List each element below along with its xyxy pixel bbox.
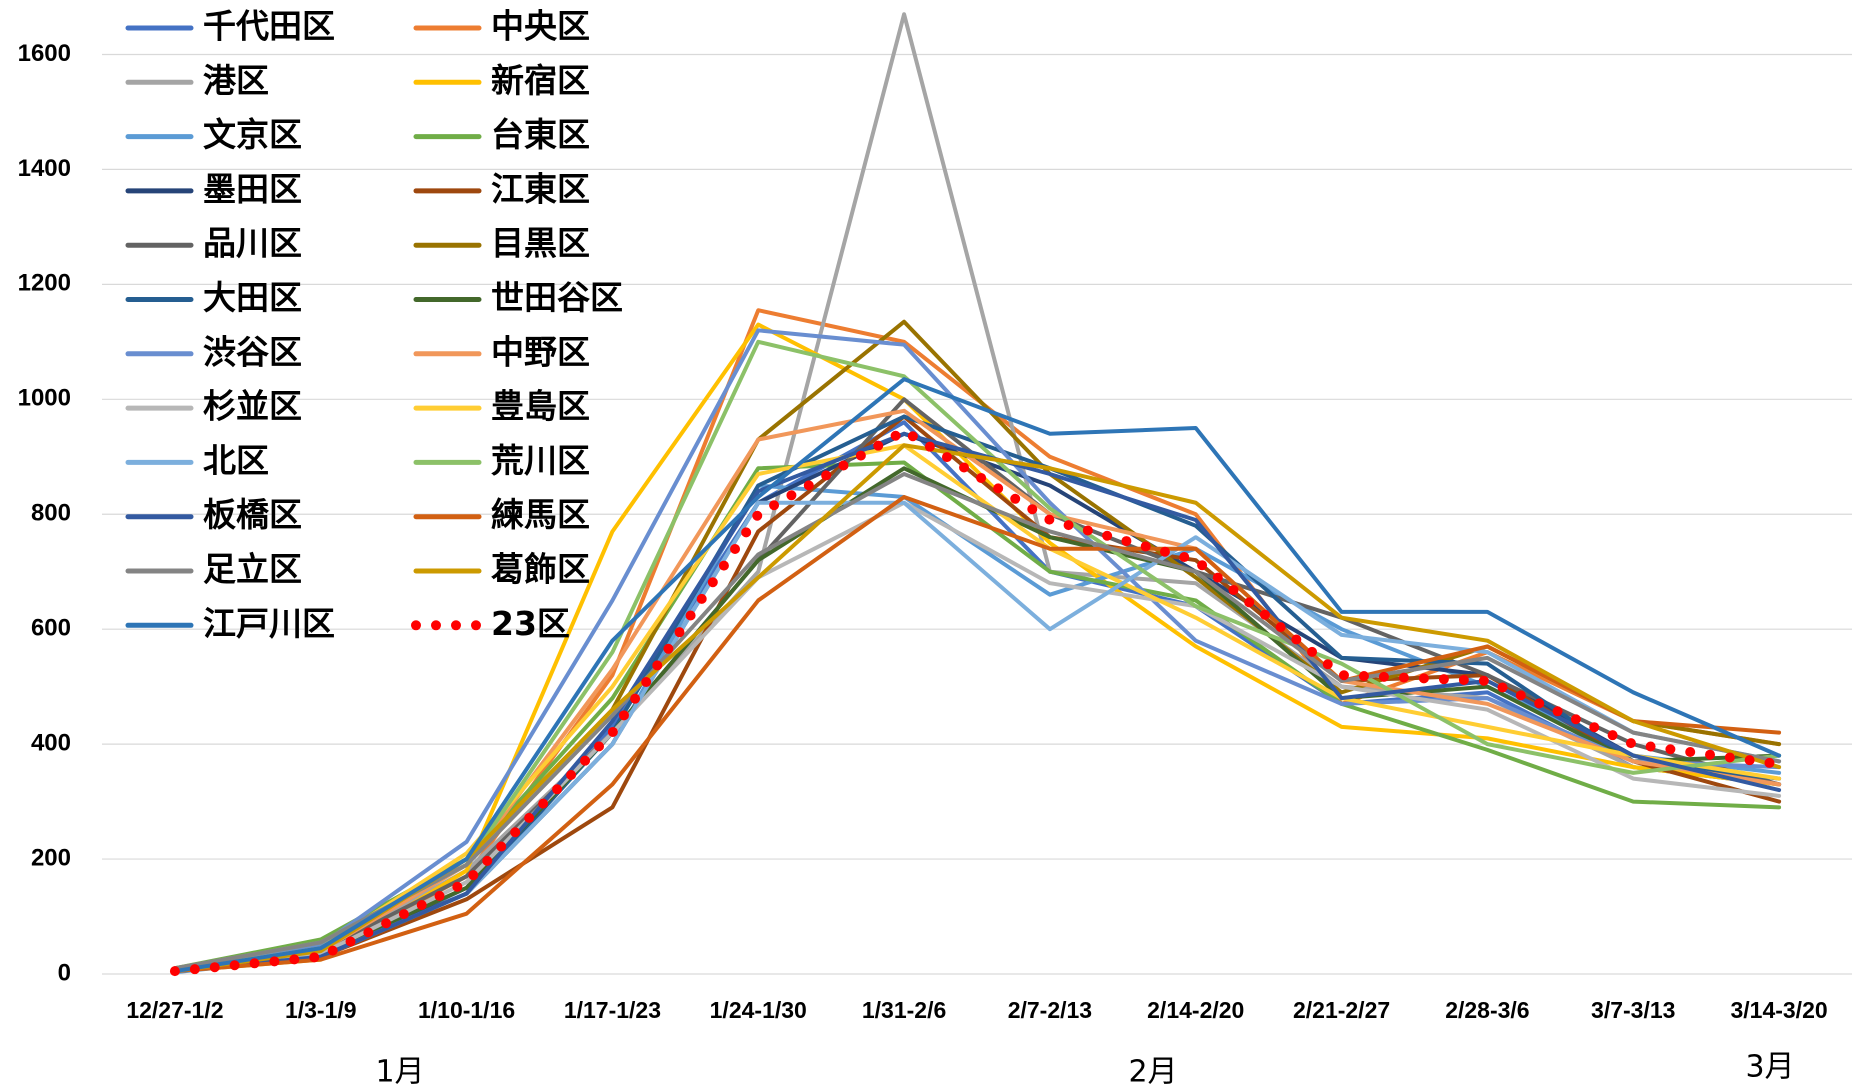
grid [102, 53, 1852, 975]
legend-label: 江戸川区 [203, 604, 335, 643]
legend-label: 墨田区 [203, 169, 302, 208]
y-tick-label: 600 [31, 615, 71, 642]
legend-label: 台東区 [491, 115, 590, 154]
series-line [172, 494, 1782, 974]
series-line [172, 322, 1782, 974]
x-tick-label: 2/28-3/6 [1445, 997, 1529, 1023]
legend-label: 大田区 [203, 278, 302, 317]
series-line [172, 443, 1782, 974]
labels: 1月 2月 3月 0 200 400 600 800 1000 1200 1400 1600 12… [18, 40, 1828, 1089]
x-tick-label: 2/14-2/20 [1147, 997, 1244, 1023]
legend-label: 杉並区 [203, 387, 302, 426]
month-label: 2月 [1128, 1055, 1177, 1089]
x-tick-label: 2/21-2/27 [1293, 997, 1390, 1023]
legend-label: 足立区 [203, 550, 302, 589]
series-line [172, 377, 1782, 974]
legend-label: 千代田区 [203, 7, 335, 46]
legend-label: 目黒区 [491, 224, 590, 263]
x-tick-label: 1/17-1/23 [564, 997, 661, 1023]
y-tick-label: 800 [31, 500, 71, 527]
series-line [172, 431, 1782, 974]
month-label: 3月 [1745, 1050, 1794, 1085]
legend-label: 新宿区 [491, 61, 590, 100]
y-tick-label: 200 [31, 844, 71, 871]
x-tick-label: 12/27-1/2 [126, 997, 223, 1023]
legend-label: 板橋区 [203, 495, 302, 534]
series-line [172, 319, 1782, 974]
dotted-series-line [169, 425, 1785, 977]
legend-label: 品川区 [203, 224, 302, 263]
y-tick-label: 0 [58, 959, 71, 986]
legend-label: 江東区 [491, 169, 590, 208]
lines [169, 12, 1785, 977]
x-tick-label: 1/31-2/6 [862, 997, 946, 1023]
y-tick-label: 1200 [18, 270, 71, 297]
x-tick-label: 2/7-2/13 [1008, 997, 1092, 1023]
series-line [172, 328, 1782, 974]
legend-label: 荒川区 [491, 441, 590, 480]
x-tick-label: 1/10-1/16 [418, 997, 515, 1023]
x-tick-label: 1/24-1/30 [710, 997, 807, 1023]
legend-label: 23区 [491, 604, 570, 643]
y-tick-label: 1000 [18, 385, 71, 412]
x-tick-label: 1/3-1/9 [285, 997, 357, 1023]
legend-label: 中野区 [491, 332, 590, 371]
series-line [172, 472, 1782, 971]
legend-label: 文京区 [203, 115, 302, 154]
legend-label: 葛飾区 [491, 550, 590, 589]
legend-label: 中央区 [491, 7, 590, 46]
legend-label: 港区 [203, 61, 269, 100]
legend-label: 練馬区 [491, 495, 590, 534]
x-tick-label: 3/7-3/13 [1591, 997, 1675, 1023]
series-line [172, 12, 1782, 974]
y-tick-label: 1400 [18, 155, 71, 182]
x-tick-label: 3/14-3/20 [1730, 997, 1827, 1023]
y-tick-label: 1600 [18, 40, 71, 67]
legend-label: 豊島区 [491, 387, 590, 426]
month-label: 1月 [375, 1055, 424, 1089]
legend-label: 渋谷区 [203, 332, 302, 371]
y-tick-label: 400 [31, 729, 71, 756]
legend-label: 世田谷区 [491, 278, 623, 317]
series-line [172, 339, 1782, 971]
legend-label: 北区 [203, 441, 269, 480]
